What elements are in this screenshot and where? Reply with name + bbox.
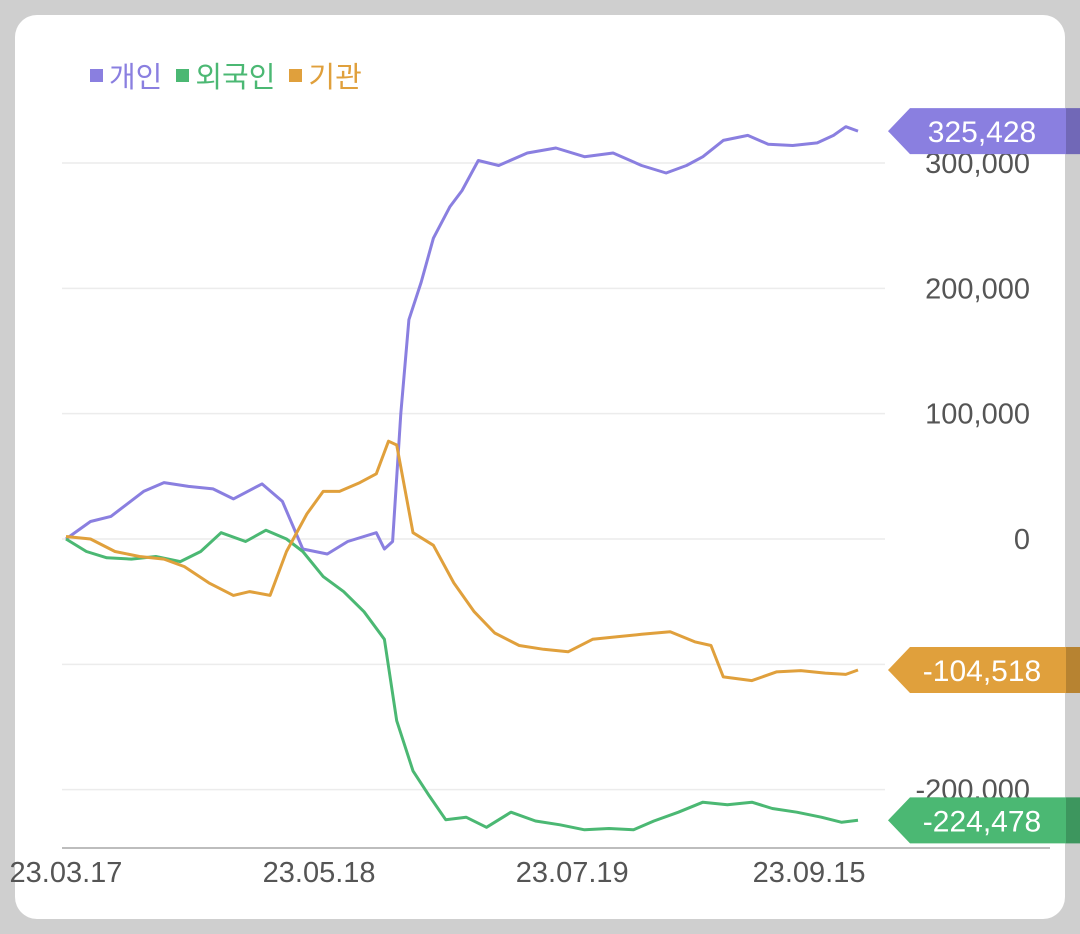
last-value-flag-individual <box>888 108 1080 155</box>
series-line-foreign <box>65 528 859 832</box>
x-tick-label: 23.07.19 <box>516 857 629 889</box>
legend-item-institution[interactable]: 기관 <box>289 54 362 96</box>
legend-item-individual[interactable]: 개인 <box>90 54 162 96</box>
legend-swatch-institution <box>289 68 303 82</box>
chart-card <box>15 15 1065 919</box>
flag-edge <box>1066 797 1080 844</box>
x-tick-label: 23.09.15 <box>753 857 866 889</box>
flag-edge <box>1066 108 1080 155</box>
legend-label-institution: 기관 <box>308 60 362 94</box>
y-tick-label: 100,000 <box>925 399 1030 431</box>
last-value-label: 325,428 <box>928 116 1036 149</box>
x-tick-label: 23.03.17 <box>10 857 123 889</box>
legend-swatch-foreign <box>176 68 190 82</box>
series-line-individual <box>65 125 859 556</box>
flag-edge <box>1066 646 1080 693</box>
last-value-flag-institution <box>888 646 1080 693</box>
y-tick-label: 200,000 <box>925 273 1030 305</box>
legend-label-individual: 개인 <box>109 60 163 94</box>
last-value-label: -104,518 <box>923 655 1041 688</box>
x-tick-label: 23.05.18 <box>263 857 376 889</box>
legend-swatch-individual <box>90 68 103 82</box>
last-value-label: -224,478 <box>923 805 1041 838</box>
last-value-flag-foreign <box>888 797 1080 844</box>
series-line-institution <box>65 439 859 683</box>
legend-label-foreign: 외국인 <box>195 60 276 94</box>
legend-item-foreign[interactable]: 외국인 <box>176 54 275 96</box>
y-tick-label: 0 <box>1014 524 1030 556</box>
legend: 개인 외국인 기관 <box>90 54 376 96</box>
